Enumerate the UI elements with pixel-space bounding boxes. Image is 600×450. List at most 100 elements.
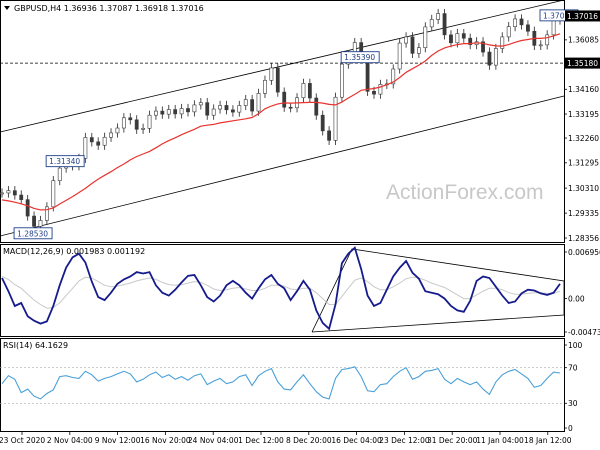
candle-body bbox=[25, 199, 30, 217]
rsi-y-tick: 100 bbox=[568, 341, 583, 350]
candle-body bbox=[333, 96, 338, 141]
x-tick-label: 2 Nov 04:00 bbox=[47, 436, 93, 445]
candle-body bbox=[500, 36, 505, 49]
candle-body bbox=[455, 33, 460, 44]
x-tick-label: 24 Nov 04:00 bbox=[188, 436, 239, 445]
macd-series bbox=[1, 246, 561, 331]
candle-body bbox=[6, 190, 11, 194]
candle-body bbox=[128, 117, 133, 121]
candle-body bbox=[442, 13, 447, 36]
candle-body bbox=[436, 13, 441, 20]
symbol-info: GBPUSD,H4 1.36936 1.37087 1.36918 1.3701… bbox=[14, 4, 204, 13]
x-axis-labels: 23 Oct 2020 2 Nov 04:00 9 Nov 12:00 16 Nov … bbox=[0, 431, 572, 445]
price-box: 1.31340 bbox=[45, 155, 85, 168]
candle-body bbox=[468, 37, 473, 45]
candle-body bbox=[160, 110, 165, 115]
candle-body bbox=[121, 117, 126, 129]
candle-body bbox=[19, 194, 24, 200]
candle-body bbox=[57, 167, 62, 181]
y-axis-labels: 1.37016 1.36085 1.35180 1.34160 1.33195 1.322… bbox=[564, 10, 600, 433]
candle-body bbox=[186, 108, 190, 113]
candle-body bbox=[545, 34, 550, 46]
candle-body bbox=[224, 105, 229, 111]
candle-body bbox=[32, 215, 36, 227]
price-y-tick: 1.34160 bbox=[568, 85, 599, 94]
price-box-frame bbox=[340, 51, 380, 64]
candle-body bbox=[102, 136, 107, 146]
x-tick-label: 8 Dec 20:00 bbox=[286, 436, 332, 445]
price-panel-frame bbox=[0, 0, 565, 243]
price-box-frame bbox=[45, 155, 85, 168]
candle-body bbox=[429, 19, 434, 28]
price-box: 1.35390 bbox=[340, 51, 380, 64]
price-series bbox=[0, 8, 562, 231]
candle-body bbox=[243, 99, 248, 106]
candle-body bbox=[519, 18, 524, 26]
candle-body bbox=[109, 132, 113, 138]
candle-body bbox=[314, 97, 319, 116]
candle-body bbox=[134, 119, 139, 130]
x-tick-label: 16 Nov 20:00 bbox=[140, 436, 191, 445]
candle-body bbox=[166, 109, 171, 115]
price-y-tick: 1.35180 bbox=[567, 59, 598, 68]
candle-body bbox=[211, 108, 216, 116]
price-box-label: 1.31340 bbox=[49, 157, 80, 166]
rsi-series bbox=[1, 366, 561, 400]
x-tick-label: 23 Oct 2020 bbox=[0, 436, 45, 445]
x-tick-label: 31 Dec 20:00 bbox=[427, 436, 478, 445]
x-tick-label: 1 Dec 12:00 bbox=[238, 436, 284, 445]
candle-body bbox=[83, 137, 88, 159]
candle-body bbox=[205, 102, 210, 116]
candle-body bbox=[51, 180, 56, 208]
price-box-frame bbox=[13, 227, 53, 240]
candle-body bbox=[256, 93, 261, 112]
candle-body bbox=[282, 91, 287, 108]
candle-body bbox=[89, 137, 94, 143]
macd-triangle bbox=[311, 248, 565, 333]
price-y-tick: 1.28356 bbox=[568, 234, 599, 243]
candle-body bbox=[269, 67, 274, 81]
candle-body bbox=[551, 19, 556, 36]
upper-channel-line bbox=[0, 0, 565, 133]
candle-body bbox=[320, 114, 325, 132]
candle-body bbox=[493, 48, 498, 66]
price-box-label: 1.35390 bbox=[344, 53, 375, 62]
candle-body bbox=[154, 110, 158, 116]
collapse-arrow-icon bbox=[4, 6, 10, 10]
candle-body bbox=[391, 68, 396, 85]
candle-body bbox=[416, 47, 421, 54]
macd-y-tick: 0.00 bbox=[568, 294, 585, 303]
candle-body bbox=[96, 141, 101, 146]
rsi-y-tick: 0 bbox=[568, 424, 573, 433]
candle-body bbox=[230, 109, 235, 113]
candle-body bbox=[44, 206, 49, 221]
rsi-y-tick: 70 bbox=[568, 364, 578, 373]
ema-line bbox=[1, 33, 561, 211]
price-box-label: 1.37020 bbox=[543, 11, 574, 20]
watermark: ActionForex.com bbox=[386, 181, 544, 204]
candle-body bbox=[372, 91, 376, 95]
x-tick-label: 9 Nov 12:00 bbox=[95, 436, 141, 445]
candle-body bbox=[487, 51, 492, 66]
price-y-tick: 1.31295 bbox=[568, 159, 599, 168]
candle-body bbox=[237, 105, 242, 113]
candle-body bbox=[179, 108, 184, 115]
price-y-tick: 1.29335 bbox=[568, 209, 599, 218]
price-y-tick-bg bbox=[565, 10, 600, 22]
price-boxes: 1.28530 1.31340 1.35390 1.37020 bbox=[13, 9, 579, 240]
candle-body bbox=[198, 102, 203, 106]
candle-body bbox=[38, 220, 43, 227]
candle-body bbox=[275, 67, 280, 93]
price-y-tick: 1.36085 bbox=[568, 36, 599, 45]
macd-y-tick: 0.006956 bbox=[568, 248, 600, 257]
candle-body bbox=[141, 127, 146, 130]
rsi-y-tick: 30 bbox=[568, 399, 578, 408]
candle-body bbox=[340, 63, 344, 98]
candle-body bbox=[404, 36, 408, 44]
price-y-tick-bg bbox=[565, 57, 600, 69]
candle-body bbox=[173, 109, 178, 115]
macd-label: MACD(12,26,9) 0.001983 0.001192 bbox=[3, 247, 145, 256]
candle-body bbox=[301, 83, 306, 99]
macd-y-tick: -0.004736 bbox=[568, 328, 600, 337]
